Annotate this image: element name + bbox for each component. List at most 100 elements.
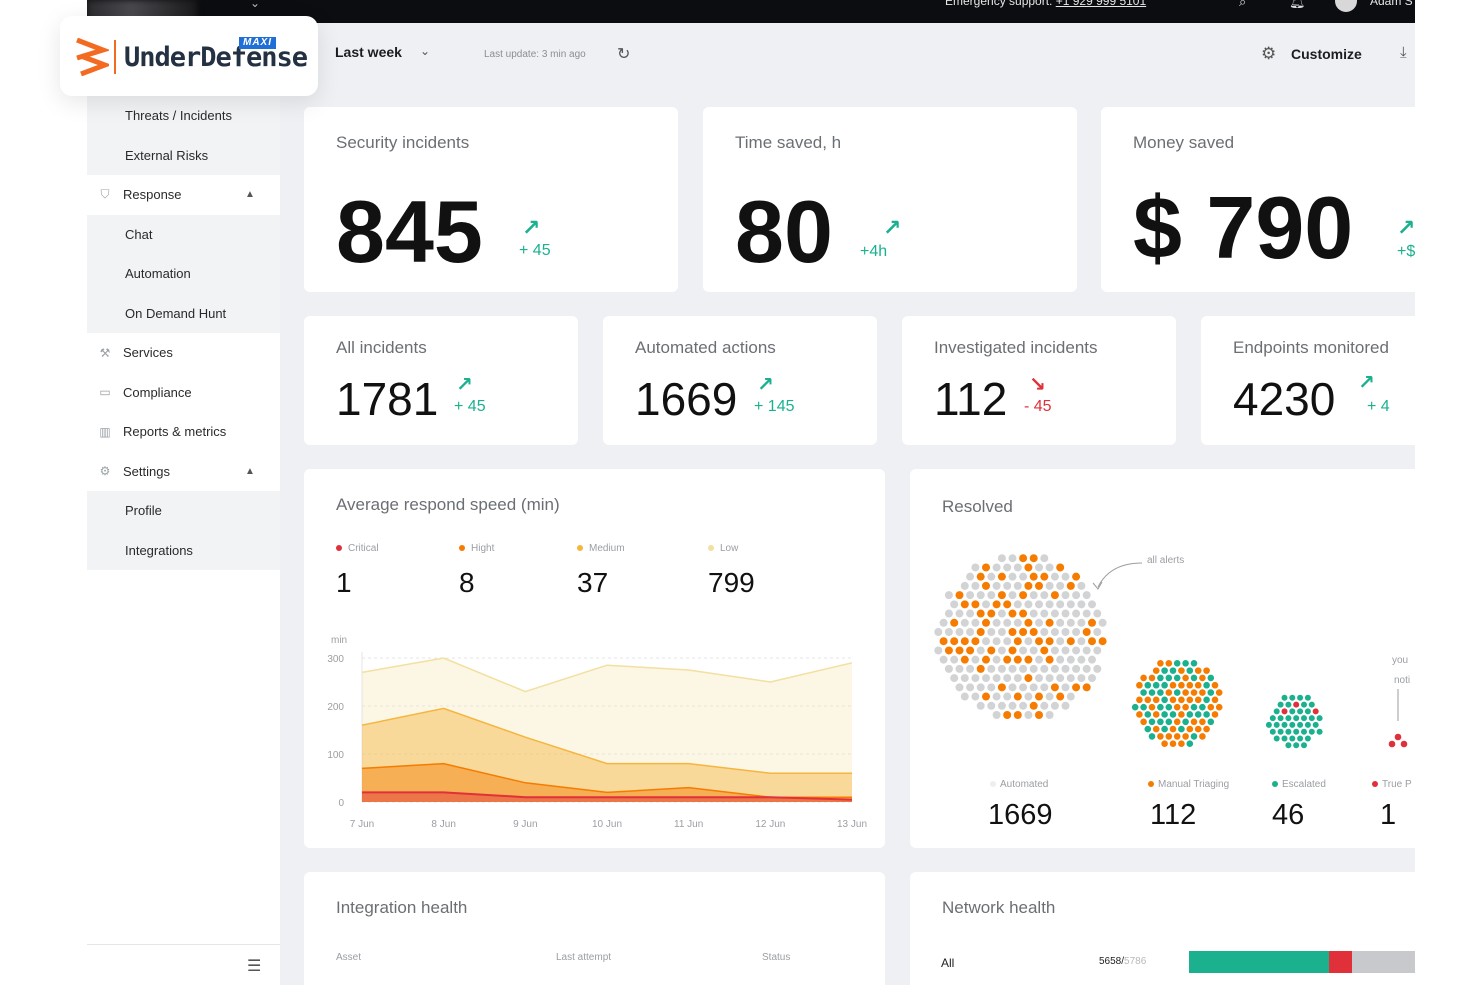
dot <box>971 692 980 701</box>
dot <box>1157 733 1164 740</box>
collapse-menu-icon[interactable]: ☰ <box>247 958 262 975</box>
sidebar-item-automation[interactable]: Automation <box>87 254 280 294</box>
annotation-arrowhead <box>1092 581 1103 590</box>
trend-up-icon: ↗ <box>1397 215 1415 240</box>
x-tick-label: 9 Jun <box>513 819 537 830</box>
chevron-down-icon[interactable]: ⌄ <box>420 44 431 58</box>
dot <box>934 627 943 636</box>
dot <box>1194 696 1202 704</box>
chevron-down-icon[interactable]: ⌄ <box>250 0 261 10</box>
dot <box>966 591 975 600</box>
dot <box>1035 710 1043 719</box>
emergency-phone-link[interactable]: +1 929 999 5101 <box>1055 0 1147 8</box>
sidebar-item-threats-incidents[interactable]: Threats / Incidents <box>87 96 280 136</box>
refresh-icon[interactable]: ↻ <box>617 46 631 63</box>
logo-card[interactable]: UnderDefense MAXI <box>60 16 318 96</box>
dot <box>1024 692 1033 701</box>
kpi-automated-actions[interactable]: Automated actions 1669 ↗ + 145 <box>603 316 877 445</box>
sidebar-item-chat[interactable]: Chat <box>87 215 280 255</box>
dot <box>1072 572 1081 581</box>
dot <box>997 609 1006 618</box>
dot <box>1040 701 1049 710</box>
download-icon[interactable]: ⤓ <box>1400 44 1407 61</box>
kpi-money-saved[interactable]: Money saved $ 790 ↗ +$ <box>1101 107 1415 292</box>
sidebar-item-settings[interactable]: ⚙ Settings ▲ <box>87 452 280 492</box>
customize-button[interactable]: Customize <box>1291 46 1362 62</box>
column-last-attempt[interactable]: Last attempt <box>556 952 612 963</box>
dot <box>1173 660 1181 667</box>
dot <box>1024 710 1033 719</box>
kpi-title: Investigated incidents <box>934 338 1098 357</box>
sidebar-item-external-risks[interactable]: External Risks <box>87 136 280 176</box>
dot <box>1008 664 1017 673</box>
kpi-title: Time saved, h <box>735 133 842 152</box>
sidebar-item-services[interactable]: ⚒ Services <box>87 333 280 373</box>
dot <box>1182 703 1189 711</box>
dot <box>1165 718 1173 726</box>
sidebar-item-label: Settings <box>123 463 170 479</box>
dot <box>1207 703 1215 711</box>
column-asset[interactable]: Asset <box>336 952 362 963</box>
sidebar-item-compliance[interactable]: ▭ Compliance <box>87 373 280 413</box>
kpi-time-saved[interactable]: Time saved, h 80 ↗ +4h <box>703 107 1077 292</box>
dot <box>1077 581 1086 590</box>
kpi-delta: + 45 <box>454 398 486 415</box>
kpi-value: 1781 <box>336 373 439 425</box>
kpi-investigated-incidents[interactable]: Investigated incidents 112 ↘ - 45 <box>902 316 1176 445</box>
dot <box>1024 618 1033 627</box>
dot <box>1190 689 1198 696</box>
sidebar-item-on-demand-hunt[interactable]: On Demand Hunt <box>87 294 280 334</box>
dot <box>1285 715 1292 722</box>
dot <box>955 627 964 636</box>
dot <box>1199 703 1206 711</box>
dot <box>1293 715 1300 722</box>
sidebar-item-integrations[interactable]: Integrations <box>87 531 280 571</box>
dot <box>1061 701 1070 710</box>
dot <box>1199 689 1206 696</box>
dot <box>1088 674 1096 683</box>
dot <box>1211 711 1219 718</box>
resolved-card: Resolved all alerts you noti Automated M… <box>910 469 1415 848</box>
legend-value-critical: 1 <box>336 567 352 598</box>
gear-icon[interactable]: ⚙ <box>1261 44 1277 63</box>
dot <box>1061 683 1070 692</box>
bell-icon[interactable]: 🔔︎ <box>1289 0 1306 9</box>
chevron-up-icon[interactable]: ▲ <box>245 465 255 477</box>
dot <box>1293 728 1300 735</box>
user-name[interactable]: Adam S <box>1370 0 1413 8</box>
sidebar-item-reports-metrics[interactable]: ▥ Reports & metrics <box>87 412 280 452</box>
dot <box>1182 674 1189 682</box>
dot <box>934 646 943 655</box>
column-status[interactable]: Status <box>762 952 791 963</box>
dot <box>1301 742 1307 749</box>
sidebar-item-response[interactable]: ⛉ Response ▲ <box>87 175 280 215</box>
kpi-security-incidents[interactable]: Security incidents 845 ↗ + 45 <box>304 107 678 292</box>
search-icon[interactable]: ⌕ <box>1239 0 1247 9</box>
dot <box>987 683 996 692</box>
period-selector[interactable]: Last week <box>335 44 402 60</box>
kpi-endpoints-monitored[interactable]: Endpoints monitored 4230 ↗ + 4 <box>1201 316 1415 445</box>
dot <box>955 683 964 692</box>
dot <box>1098 637 1107 646</box>
dot <box>1285 742 1292 749</box>
chevron-up-icon[interactable]: ▲ <box>245 189 255 201</box>
dot <box>1045 710 1054 719</box>
dot <box>1040 627 1049 636</box>
dot <box>1040 664 1049 673</box>
resolved-value-escalated: 46 <box>1272 799 1305 831</box>
dot <box>1019 683 1028 692</box>
kpi-all-incidents[interactable]: All incidents 1781 ↗ + 45 <box>304 316 578 445</box>
dot <box>1308 701 1315 708</box>
dot <box>1050 627 1059 636</box>
dot <box>1035 600 1043 609</box>
dot <box>1040 572 1049 581</box>
legend-critical: Critical <box>336 543 379 554</box>
sidebar-item-profile[interactable]: Profile <box>87 491 280 531</box>
avatar[interactable] <box>1335 0 1357 12</box>
dot <box>1289 735 1296 742</box>
dot <box>1281 721 1288 728</box>
dot <box>1040 591 1049 600</box>
dot <box>1056 600 1065 609</box>
kpi-value: 4230 <box>1233 373 1336 425</box>
area-hight <box>362 763 852 802</box>
